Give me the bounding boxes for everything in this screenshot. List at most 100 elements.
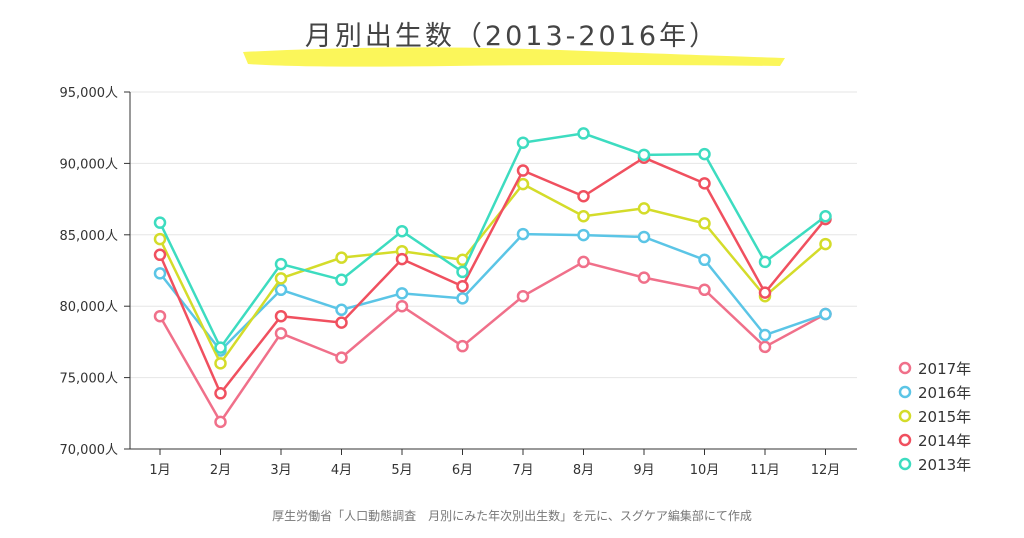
data-point (637, 148, 651, 162)
legend-item: 2013年 (898, 456, 971, 474)
data-point (335, 273, 348, 287)
data-point (516, 177, 530, 191)
data-point (274, 327, 288, 340)
series-2014年 (153, 151, 832, 400)
data-point (274, 283, 288, 297)
data-point (516, 164, 530, 177)
x-tick-label: 4月 (331, 463, 352, 478)
y-tick-label: 80,000人 (60, 300, 119, 315)
series-2017年 (153, 255, 832, 429)
data-point (456, 339, 469, 353)
data-point (698, 177, 711, 190)
data-point (637, 271, 651, 284)
x-tick-label: 11月 (750, 463, 780, 478)
series-line (159, 232, 826, 353)
data-point (577, 255, 590, 269)
x-tick-label: 9月 (633, 463, 654, 478)
data-point (637, 202, 651, 215)
data-point (698, 283, 711, 297)
series-2016年 (153, 227, 832, 357)
data-point (274, 272, 288, 285)
x-tick-label: 2月 (210, 463, 231, 478)
legend-marker (898, 361, 912, 375)
legend-label: 2017年 (918, 360, 971, 378)
data-point (456, 279, 469, 293)
data-point (698, 147, 711, 161)
data-point (274, 309, 288, 323)
data-point (516, 136, 530, 149)
x-tick-label: 12月 (811, 463, 841, 478)
data-point (516, 227, 530, 241)
x-tick-label: 5月 (391, 463, 412, 478)
legend-marker (898, 385, 912, 399)
data-point (335, 316, 348, 329)
series-line (158, 260, 827, 425)
legend-item: 2016年 (898, 384, 971, 402)
x-tick-label: 6月 (452, 463, 473, 478)
data-point (698, 217, 711, 230)
series-2013年 (153, 127, 832, 354)
y-tick-label: 70,000人 (60, 443, 119, 458)
data-point (516, 289, 530, 303)
data-point (758, 328, 772, 342)
source-note: 厚生労働省「人口動態調査 月別にみた年次別出生数」を元に、スグケア編集部にて作成 (272, 509, 752, 523)
data-point (153, 267, 167, 280)
series-2015年 (153, 177, 832, 370)
legend-item: 2017年 (898, 360, 971, 378)
legend-label: 2015年 (918, 408, 971, 426)
x-tick-label: 7月 (512, 463, 533, 478)
data-point (698, 253, 711, 267)
x-tick-label: 3月 (270, 463, 291, 478)
x-tick-label: 8月 (573, 463, 594, 478)
data-point (758, 286, 772, 299)
data-point (395, 252, 409, 266)
series-line (158, 182, 827, 366)
data-point (153, 309, 167, 323)
data-point (214, 357, 227, 370)
chart-title: 月別出生数（2013-2016年） (304, 21, 720, 52)
series-line (158, 132, 827, 351)
y-tick-label: 75,000人 (60, 372, 119, 387)
data-point (153, 232, 167, 246)
data-point (577, 127, 590, 140)
data-point (153, 216, 167, 229)
legend-marker (898, 457, 912, 471)
y-tick-label: 95,000人 (60, 86, 119, 101)
data-point (819, 237, 832, 251)
data-point (456, 265, 469, 279)
data-point (214, 387, 227, 400)
x-tick-label: 1月 (149, 463, 170, 478)
data-point (758, 340, 772, 354)
y-tick-label: 90,000人 (60, 157, 119, 172)
legend-marker (898, 433, 912, 447)
data-point (335, 303, 348, 317)
data-point (395, 224, 409, 238)
title-highlight (243, 47, 785, 67)
data-point (758, 255, 772, 269)
legend-item: 2015年 (898, 408, 971, 426)
legend-label: 2013年 (918, 456, 971, 474)
data-point (577, 189, 590, 203)
data-point (335, 251, 348, 264)
data-point (819, 307, 832, 321)
data-point (577, 228, 590, 242)
legend-marker (898, 409, 912, 423)
data-point (395, 287, 409, 300)
x-tick-label: 10月 (690, 463, 720, 478)
legend-label: 2016年 (918, 384, 971, 402)
data-point (153, 248, 167, 262)
data-point (456, 292, 469, 305)
data-point (335, 351, 348, 364)
data-point (577, 209, 590, 223)
data-point (395, 299, 409, 313)
data-point (819, 209, 832, 223)
data-point (214, 341, 227, 354)
data-point (637, 230, 651, 244)
series-line (158, 156, 827, 396)
legend-label: 2014年 (918, 432, 971, 450)
data-point (214, 415, 227, 429)
y-tick-label: 85,000人 (60, 229, 119, 244)
data-point (274, 257, 288, 271)
